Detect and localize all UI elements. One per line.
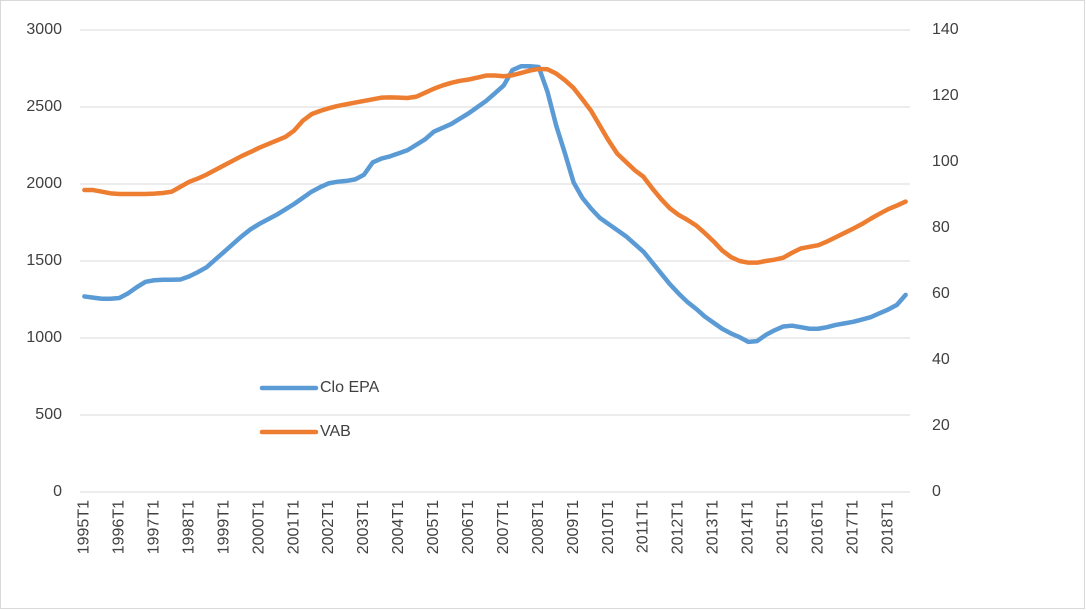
- y2-tick-label: 120: [932, 87, 959, 104]
- y2-tick-label: 20: [932, 417, 950, 434]
- series-line: [82, 66, 908, 265]
- x-tick-label: 2005T1: [425, 500, 442, 554]
- y2-tick-label: 80: [932, 219, 950, 236]
- x-tick-label: 2003T1: [355, 500, 372, 554]
- x-tick-label: 1997T1: [145, 500, 162, 554]
- x-tick-label: 1998T1: [180, 500, 197, 554]
- x-tick-label: 2009T1: [565, 500, 582, 554]
- series-line: [82, 63, 908, 345]
- x-tick-label: 2013T1: [705, 500, 722, 554]
- x-tick-label: 2017T1: [844, 500, 861, 554]
- y2-tick-label: 0: [932, 483, 941, 500]
- y-tick-label: 0: [53, 483, 62, 500]
- y2-tick-label: 140: [932, 21, 959, 38]
- y2-tick-label: 40: [932, 351, 950, 368]
- x-tick-label: 2016T1: [809, 500, 826, 554]
- x-tick-label: 2011T1: [635, 500, 652, 553]
- x-tick-label: 2000T1: [250, 500, 267, 554]
- x-tick-label: 1995T1: [76, 500, 93, 554]
- x-tick-label: 2018T1: [879, 500, 896, 554]
- x-tick-label: 2004T1: [390, 500, 407, 554]
- x-tick-label: 2014T1: [740, 500, 757, 554]
- y-tick-label: 1000: [26, 329, 62, 346]
- x-tick-label: 2007T1: [495, 500, 512, 554]
- x-tick-label: 2001T1: [285, 500, 302, 554]
- x-tick-label: 2012T1: [670, 500, 687, 554]
- x-tick-label: 1999T1: [215, 500, 232, 554]
- y-tick-label: 2500: [26, 98, 62, 115]
- x-tick-label: 2006T1: [460, 500, 477, 554]
- y-tick-label: 500: [35, 406, 62, 423]
- y2-tick-label: 100: [932, 153, 959, 170]
- y-tick-label: 1500: [26, 252, 62, 269]
- x-tick-label: 1996T1: [111, 500, 128, 554]
- x-tick-label: 2010T1: [600, 500, 617, 554]
- y-tick-label: 3000: [26, 21, 62, 38]
- x-tick-label: 2002T1: [320, 500, 337, 554]
- legend-label: VAB: [320, 423, 351, 440]
- x-tick-label: 2015T1: [775, 500, 792, 554]
- y-tick-label: 2000: [26, 175, 62, 192]
- x-tick-label: 2008T1: [530, 500, 547, 554]
- y2-tick-label: 60: [932, 285, 950, 302]
- legend-label: Clo EPA: [320, 379, 380, 396]
